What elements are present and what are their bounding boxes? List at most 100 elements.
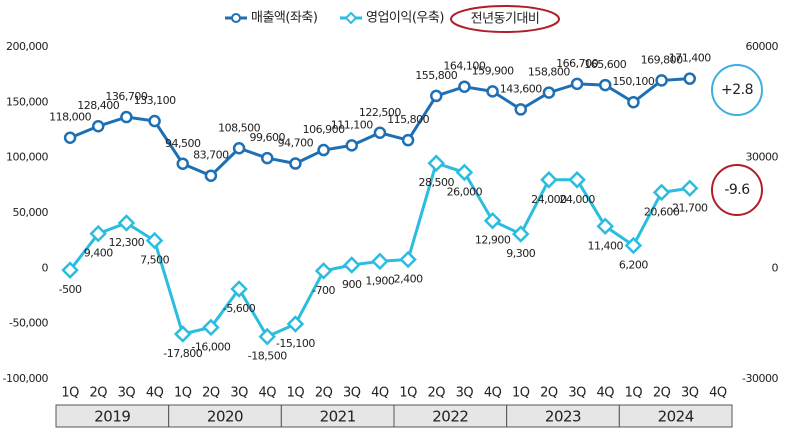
x-tick-label: 2Q bbox=[89, 386, 107, 401]
point bbox=[399, 250, 417, 269]
data-label: 118,000 bbox=[49, 111, 91, 124]
x-tick-label: 4Q bbox=[709, 386, 727, 401]
data-label: 1,900 bbox=[365, 274, 394, 287]
point bbox=[145, 231, 164, 250]
data-label: 7,500 bbox=[140, 254, 169, 267]
year-cell bbox=[618, 404, 733, 428]
x-tick-label: 4Q bbox=[258, 386, 276, 401]
data-label: 94,700 bbox=[278, 137, 314, 150]
point bbox=[371, 252, 389, 271]
point bbox=[652, 183, 671, 202]
y2-tick-label: 0 bbox=[772, 261, 779, 274]
data-label: 122,500 bbox=[359, 106, 401, 119]
x-tick-label: 3Q bbox=[681, 386, 699, 401]
point bbox=[345, 139, 358, 152]
data-label: -17,800 bbox=[163, 347, 202, 360]
x-tick-label: 3Q bbox=[568, 386, 586, 401]
legend-marker bbox=[231, 13, 241, 23]
data-label: 128,400 bbox=[77, 99, 119, 112]
data-label: 111,100 bbox=[331, 118, 373, 131]
annotation: -9.6 bbox=[724, 182, 750, 198]
point bbox=[624, 236, 643, 255]
point bbox=[232, 142, 246, 155]
x-tick-label: 1Q bbox=[625, 386, 643, 401]
legend-label: 매출액(좌축) bbox=[251, 11, 317, 26]
x-tick-label: 4Q bbox=[146, 386, 164, 401]
data-label: 169,800 bbox=[641, 53, 683, 66]
x-tick-label: 4Q bbox=[596, 386, 614, 401]
data-label: 21,700 bbox=[672, 201, 708, 214]
year-label: 2021 bbox=[320, 408, 356, 426]
point bbox=[258, 327, 277, 346]
data-label: 150,100 bbox=[612, 75, 654, 88]
data-label: 108,500 bbox=[218, 121, 260, 134]
data-label: 115,800 bbox=[387, 113, 429, 126]
data-label: 24,000 bbox=[559, 193, 595, 206]
point bbox=[483, 211, 502, 230]
x-tick-label: 2Q bbox=[315, 386, 333, 401]
data-label: -500 bbox=[59, 283, 82, 296]
point bbox=[289, 157, 302, 170]
data-label: 133,100 bbox=[134, 94, 176, 107]
y2-tick-label: -30000 bbox=[742, 372, 778, 385]
x-tick-label: 1Q bbox=[174, 386, 192, 401]
y2-tick-label: 60000 bbox=[746, 40, 779, 53]
point bbox=[430, 89, 443, 103]
x-tick-label: 3Q bbox=[230, 386, 248, 401]
data-label: 143,600 bbox=[500, 82, 542, 95]
point bbox=[627, 95, 640, 109]
data-label: 9,300 bbox=[506, 247, 535, 260]
x-tick-label: 4Q bbox=[484, 386, 502, 401]
x-tick-label: 3Q bbox=[343, 386, 361, 401]
point bbox=[542, 86, 556, 99]
point bbox=[511, 225, 530, 243]
point bbox=[373, 126, 387, 140]
point bbox=[540, 171, 558, 189]
data-label: 165,600 bbox=[584, 58, 626, 71]
point bbox=[514, 103, 527, 116]
data-label: 9,400 bbox=[84, 247, 113, 260]
point bbox=[173, 325, 192, 343]
point bbox=[427, 154, 446, 172]
point bbox=[120, 110, 133, 124]
data-label: 99,600 bbox=[250, 131, 286, 144]
x-tick-label: 1Q bbox=[287, 386, 305, 401]
data-label: 166,700 bbox=[556, 57, 598, 70]
annotation: +2.8 bbox=[721, 82, 753, 98]
data-label: -18,500 bbox=[248, 350, 287, 363]
data-label: 26,000 bbox=[447, 185, 483, 198]
data-label: -5,600 bbox=[223, 302, 256, 315]
y2-tick-label: 30000 bbox=[746, 151, 779, 164]
point bbox=[286, 315, 305, 333]
data-label: 106,900 bbox=[303, 123, 345, 136]
data-label: 171,400 bbox=[669, 52, 711, 65]
data-label: 159,900 bbox=[472, 64, 514, 77]
annotation-circle bbox=[711, 64, 763, 116]
y-tick-label: -100,000 bbox=[3, 372, 49, 385]
y-tick-label: 0 bbox=[42, 261, 49, 274]
data-label: -15,100 bbox=[276, 337, 315, 350]
point bbox=[202, 318, 220, 337]
data-label: -16,000 bbox=[191, 340, 230, 353]
point bbox=[261, 151, 274, 165]
point bbox=[314, 262, 333, 280]
point bbox=[117, 214, 136, 232]
point bbox=[92, 119, 105, 133]
legend-marker bbox=[344, 11, 358, 25]
x-tick-label: 1Q bbox=[399, 386, 417, 401]
data-label: 94,500 bbox=[165, 137, 201, 150]
annotation-circle bbox=[711, 164, 763, 216]
point bbox=[596, 217, 615, 236]
point bbox=[599, 78, 612, 92]
x-tick-label: 1Q bbox=[512, 386, 530, 401]
data-label: 11,400 bbox=[588, 239, 624, 252]
legend-circle bbox=[450, 5, 560, 33]
data-label: 12,300 bbox=[109, 236, 145, 249]
point bbox=[230, 280, 248, 298]
data-label: 6,200 bbox=[619, 258, 648, 271]
legend-label: 영업이익(우축) bbox=[366, 11, 444, 26]
x-tick-label: 1Q bbox=[61, 386, 79, 401]
point bbox=[570, 77, 584, 91]
year-label: 2019 bbox=[94, 408, 130, 426]
point bbox=[317, 143, 330, 157]
